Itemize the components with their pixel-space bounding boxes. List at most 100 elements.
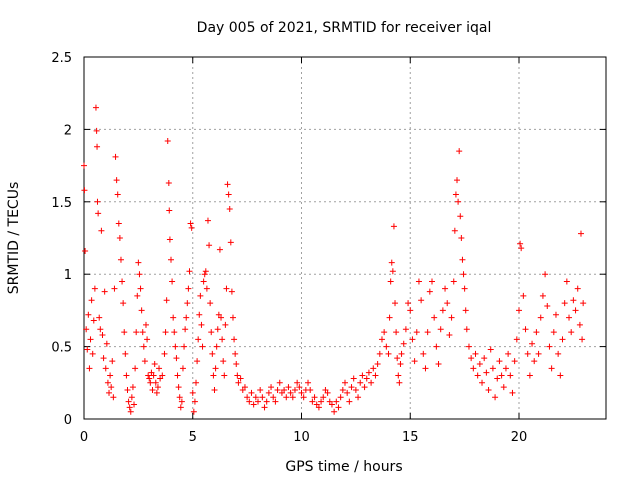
data-point xyxy=(244,394,251,401)
chart-title: Day 005 of 2021, SRMTID for receiver iqa… xyxy=(197,20,492,36)
data-point xyxy=(191,398,198,405)
data-point xyxy=(175,384,182,391)
data-point xyxy=(539,292,546,299)
data-point xyxy=(246,398,253,405)
plot-border xyxy=(83,56,607,420)
data-point xyxy=(84,346,91,353)
data-point xyxy=(386,314,393,321)
data-point xyxy=(455,198,462,205)
x-tick-label: 20 xyxy=(511,430,528,445)
data-point xyxy=(460,271,467,278)
data-point xyxy=(186,268,193,275)
data-point xyxy=(89,350,96,357)
data-point xyxy=(141,358,148,365)
data-point xyxy=(91,285,98,292)
data-point xyxy=(133,329,140,336)
data-point xyxy=(107,372,114,379)
data-point xyxy=(227,239,234,246)
data-point xyxy=(392,300,399,307)
data-point xyxy=(121,329,128,336)
data-point xyxy=(150,372,157,379)
data-point xyxy=(378,336,385,343)
data-point xyxy=(116,235,123,241)
data-point xyxy=(201,271,208,278)
data-point xyxy=(274,387,281,394)
data-point xyxy=(276,379,283,386)
data-point xyxy=(339,387,346,394)
data-point xyxy=(162,329,169,336)
x-tick-label: 5 xyxy=(189,430,197,445)
data-point xyxy=(261,404,268,411)
data-point xyxy=(328,401,335,408)
data-point xyxy=(95,210,102,217)
data-point xyxy=(86,365,93,372)
data-point xyxy=(465,343,472,350)
y-axis: 0 0.5 1 1.5 2 2.5 xyxy=(51,51,606,428)
data-point xyxy=(228,288,235,295)
data-point xyxy=(456,148,463,155)
data-point xyxy=(346,398,353,405)
data-point xyxy=(181,343,188,350)
data-point xyxy=(177,404,184,411)
data-point xyxy=(142,321,149,328)
data-point xyxy=(131,401,138,408)
data-point xyxy=(472,350,479,357)
data-point xyxy=(509,389,516,396)
data-point xyxy=(429,278,435,285)
data-point xyxy=(374,360,381,367)
data-point xyxy=(200,278,207,285)
data-point xyxy=(485,387,492,394)
data-point xyxy=(335,404,342,411)
data-point xyxy=(129,384,136,391)
data-point xyxy=(208,329,215,336)
data-point xyxy=(537,314,544,321)
data-point xyxy=(520,292,527,299)
data-point xyxy=(163,297,170,304)
data-point xyxy=(318,398,325,405)
y-tick-label: 0 xyxy=(64,413,72,428)
data-point xyxy=(516,307,522,314)
data-point xyxy=(305,379,312,386)
data-point xyxy=(524,350,531,357)
data-point xyxy=(250,401,257,408)
data-point xyxy=(139,329,146,336)
data-point xyxy=(390,223,397,230)
data-point xyxy=(270,394,277,401)
data-point xyxy=(193,379,200,386)
data-point xyxy=(229,314,236,321)
data-point xyxy=(272,398,279,405)
data-point xyxy=(498,372,505,379)
data-point xyxy=(518,245,525,252)
data-point xyxy=(122,350,129,357)
data-point xyxy=(505,350,512,357)
data-point xyxy=(100,355,107,362)
data-point xyxy=(437,326,444,333)
data-point xyxy=(376,350,383,357)
data-point xyxy=(189,389,196,396)
data-point xyxy=(494,375,501,382)
data-point xyxy=(154,384,161,391)
data-point xyxy=(220,358,227,365)
data-point xyxy=(444,300,451,307)
data-point xyxy=(172,343,179,350)
data-point xyxy=(138,307,145,314)
data-point xyxy=(461,285,468,292)
data-point xyxy=(357,379,364,386)
data-point xyxy=(168,256,174,263)
data-point xyxy=(195,336,202,343)
data-point xyxy=(348,384,355,391)
data-point xyxy=(433,343,440,350)
data-point xyxy=(126,404,133,411)
data-point xyxy=(393,329,400,336)
y-tick-label: 0.5 xyxy=(51,341,72,356)
data-point xyxy=(125,398,132,405)
x-axis: 0 5 10 15 20 xyxy=(80,57,527,445)
data-point xyxy=(183,314,190,321)
data-point xyxy=(136,271,143,278)
data-point xyxy=(96,314,103,321)
plot-frame xyxy=(83,56,607,420)
data-point xyxy=(85,311,92,318)
data-point xyxy=(184,300,191,307)
data-point xyxy=(94,198,101,205)
data-point xyxy=(111,285,118,292)
